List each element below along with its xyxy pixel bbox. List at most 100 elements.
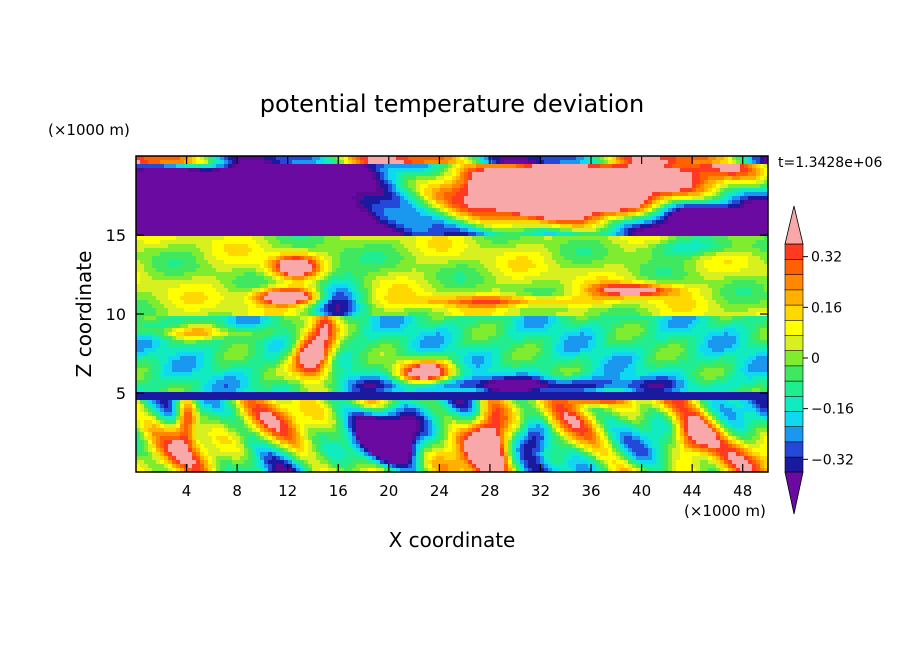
heatmap-cell [176, 260, 181, 265]
heatmap-cell [292, 220, 297, 225]
heatmap-cell [300, 256, 305, 261]
heatmap-cell [348, 172, 353, 177]
heatmap-cell [576, 220, 581, 225]
heatmap-cell [364, 192, 369, 197]
heatmap-cell [560, 164, 565, 169]
heatmap-cell [480, 220, 485, 225]
heatmap-cell [724, 232, 729, 237]
heatmap-cell [704, 232, 709, 237]
heatmap-cell [664, 180, 669, 185]
heatmap-cell [584, 176, 589, 181]
heatmap-cell [624, 192, 629, 197]
heatmap-cell [652, 200, 657, 205]
heatmap-cell [332, 156, 337, 161]
heatmap-cell [560, 176, 565, 181]
heatmap-cell [356, 180, 361, 185]
heatmap-cell [372, 236, 377, 241]
heatmap-cell [300, 240, 305, 245]
heatmap-cell [304, 272, 309, 277]
heatmap-cell [652, 276, 657, 281]
heatmap-cell [740, 216, 745, 221]
heatmap-cell [688, 232, 693, 237]
heatmap-cell [260, 264, 265, 269]
heatmap-cell [668, 240, 673, 245]
heatmap-cell [212, 196, 217, 201]
heatmap-cell [200, 156, 205, 161]
heatmap-cell [456, 232, 461, 237]
heatmap-cell [420, 208, 425, 213]
heatmap-cell [376, 236, 381, 241]
heatmap-cell [672, 160, 677, 165]
heatmap-cell [616, 156, 621, 161]
heatmap-cell [760, 164, 765, 169]
heatmap-cell [152, 200, 157, 205]
heatmap-cell [628, 236, 633, 241]
heatmap-cell [480, 216, 485, 221]
heatmap-cell [308, 184, 313, 189]
heatmap-cell [372, 200, 377, 205]
heatmap-cell [476, 252, 481, 257]
heatmap-cell [232, 220, 237, 225]
heatmap-cell [332, 224, 337, 229]
heatmap-cell [756, 180, 761, 185]
heatmap-cell [464, 172, 469, 177]
heatmap-cell [452, 228, 457, 233]
heatmap-cell [204, 276, 209, 281]
heatmap-cell [596, 248, 601, 253]
heatmap-cell [764, 196, 768, 201]
heatmap-cell [152, 180, 157, 185]
heatmap-cell [140, 216, 145, 221]
heatmap-cell [572, 228, 577, 233]
heatmap-cell [404, 188, 409, 193]
heatmap-cell [192, 220, 197, 225]
heatmap-cell [432, 276, 437, 281]
heatmap-cell [244, 192, 249, 197]
heatmap-cell [376, 256, 381, 261]
heatmap-cell [456, 220, 461, 225]
heatmap-cell [524, 272, 529, 277]
heatmap-cell [292, 268, 297, 273]
heatmap-cell [272, 268, 277, 273]
heatmap-cell [612, 236, 617, 241]
heatmap-cell [420, 212, 425, 217]
heatmap-cell [396, 268, 401, 273]
heatmap-cell [496, 204, 501, 209]
heatmap-cell [664, 168, 669, 173]
heatmap-cell [216, 280, 221, 285]
heatmap-cell [148, 160, 153, 165]
heatmap-cell [308, 260, 313, 265]
heatmap-cell [156, 272, 161, 277]
heatmap-cell [676, 268, 681, 273]
heatmap-cell [300, 184, 305, 189]
heatmap-cell [592, 228, 597, 233]
heatmap-cell [400, 228, 405, 233]
heatmap-cell [444, 216, 449, 221]
heatmap-cell [760, 212, 765, 217]
heatmap-cell [588, 232, 593, 237]
heatmap-cell [376, 252, 381, 257]
heatmap-cell [580, 180, 585, 185]
heatmap-cell [752, 216, 757, 221]
heatmap-cell [532, 196, 537, 201]
heatmap-cell [412, 256, 417, 261]
heatmap-cell [512, 160, 517, 165]
heatmap-cell [420, 184, 425, 189]
heatmap-cell [260, 208, 265, 213]
heatmap-cell [316, 208, 321, 213]
heatmap-cell [760, 264, 765, 269]
heatmap-cell [600, 232, 605, 237]
heatmap-cell [276, 212, 281, 217]
heatmap-cell [140, 220, 145, 225]
heatmap-cell [296, 164, 301, 169]
heatmap-cell [540, 208, 545, 213]
heatmap-cell [236, 164, 241, 169]
heatmap-cell [616, 252, 621, 257]
heatmap-cell [524, 164, 529, 169]
heatmap-cell [324, 248, 329, 253]
heatmap-cell [332, 188, 337, 193]
heatmap-cell [660, 276, 665, 281]
heatmap-cell [444, 212, 449, 217]
heatmap-cell [576, 168, 581, 173]
heatmap-cell [276, 248, 281, 253]
heatmap-cell [720, 196, 725, 201]
